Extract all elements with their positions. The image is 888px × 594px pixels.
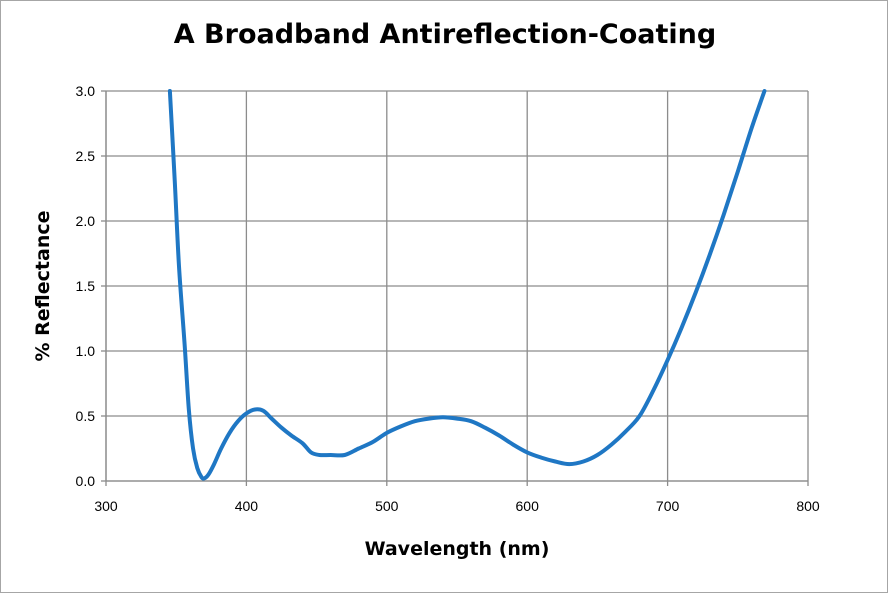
- label-layer: 300 400 500 600 700 800 0.0 0.5 1.0 1.5 2.0 2.5 3.0: [76, 83, 820, 514]
- x-tick-label: 600: [516, 498, 540, 514]
- x-tick-label: 700: [656, 498, 680, 514]
- x-tick-label: 400: [235, 498, 259, 514]
- y-tick-label: 0.5: [76, 408, 96, 424]
- y-tick-label: 0.0: [76, 473, 96, 489]
- axis-layer: [101, 90, 809, 486]
- x-tick-label: 300: [94, 498, 118, 514]
- grid-layer: [105, 90, 809, 482]
- y-tick-label: 1.0: [76, 343, 96, 359]
- series-layer: [167, 89, 767, 481]
- y-tick-label: 2.0: [76, 213, 96, 229]
- x-tick-label: 500: [375, 498, 399, 514]
- reflectance-series-line: [167, 89, 767, 481]
- y-axis-title: % Reflectance: [32, 211, 54, 362]
- x-tick-label: 800: [796, 498, 820, 514]
- chart-title: A Broadband Antireflection-Coating: [173, 19, 717, 50]
- y-tick-label: 1.5: [76, 278, 96, 294]
- x-axis-title: Wavelength (nm): [365, 538, 550, 560]
- y-tick-label: 2.5: [76, 148, 96, 164]
- y-tick-label: 3.0: [76, 83, 96, 99]
